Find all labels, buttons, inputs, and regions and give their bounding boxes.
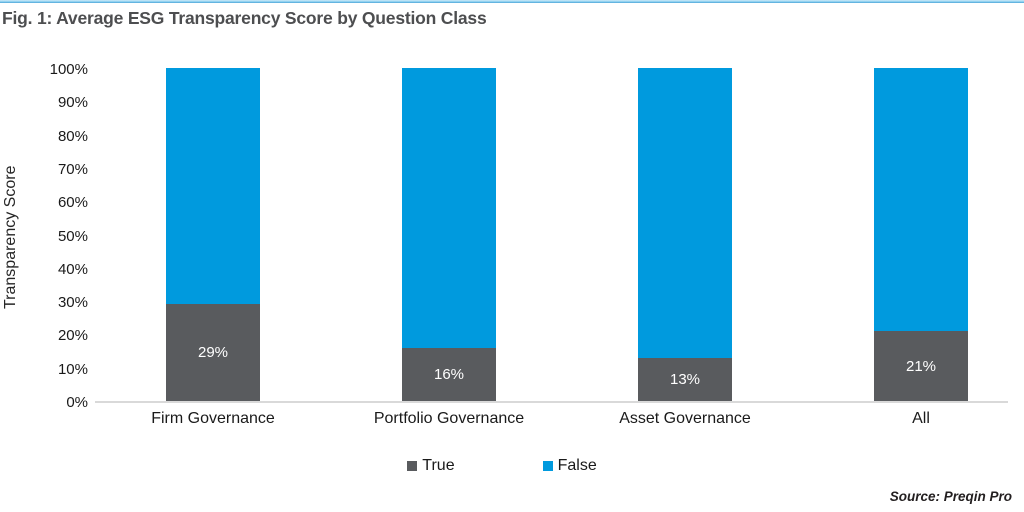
legend-item-false: False [542, 457, 597, 475]
bar-value-label: 13% [669, 371, 701, 388]
y-tick-label: 20% [57, 327, 88, 345]
y-tick-label: 80% [57, 127, 88, 145]
bar-value-label: 16% [433, 366, 465, 383]
bar-firm-governance: 29% [166, 68, 260, 401]
bar-value-label: 21% [905, 357, 937, 375]
bar-asset-governance: 13% [638, 68, 732, 401]
x-axis-label: Portfolio Governance [373, 410, 525, 427]
bar-segment-false [638, 68, 732, 358]
bar-segment-true: 13% [638, 358, 732, 401]
y-tick-label: 60% [57, 194, 88, 212]
bar-segment-true: 16% [402, 348, 496, 401]
bar-segment-true: 29% [166, 304, 260, 401]
source-note: Source: Preqin Pro [889, 489, 1012, 504]
legend-item-true: True [407, 457, 455, 475]
bar-portfolio-governance: 16% [402, 68, 496, 401]
top-accent-rule [0, 0, 1024, 3]
y-tick-label: 10% [57, 360, 88, 378]
x-axis-label: All [912, 410, 930, 427]
legend-swatch-icon [542, 461, 553, 471]
bar-segment-true: 21% [874, 331, 968, 401]
y-tick-label: 100% [49, 61, 88, 78]
y-tick-label: 0% [66, 394, 88, 411]
y-tick-label: 30% [57, 294, 88, 312]
x-axis-label: Firm Governance [151, 410, 275, 427]
x-axis-label: Asset Governance [619, 410, 751, 427]
legend-label: True [422, 457, 455, 474]
bar-value-label: 29% [197, 344, 229, 361]
y-tick-label: 50% [57, 227, 88, 245]
legend: True False [0, 457, 1004, 475]
figure-title: Fig. 1: Average ESG Transparency Score b… [2, 8, 487, 28]
bar-segment-false [402, 68, 496, 348]
bar-segment-false [166, 68, 260, 304]
y-tick-label: 90% [57, 94, 88, 112]
bar-segment-false [874, 68, 968, 331]
y-tick-label: 70% [57, 160, 88, 178]
bar-all: 21% [874, 68, 968, 401]
legend-swatch-icon [407, 461, 418, 471]
legend-label: False [557, 457, 597, 474]
plot-area: 29% 16% 13% 21% [95, 68, 1008, 403]
y-tick-label: 40% [57, 260, 88, 278]
